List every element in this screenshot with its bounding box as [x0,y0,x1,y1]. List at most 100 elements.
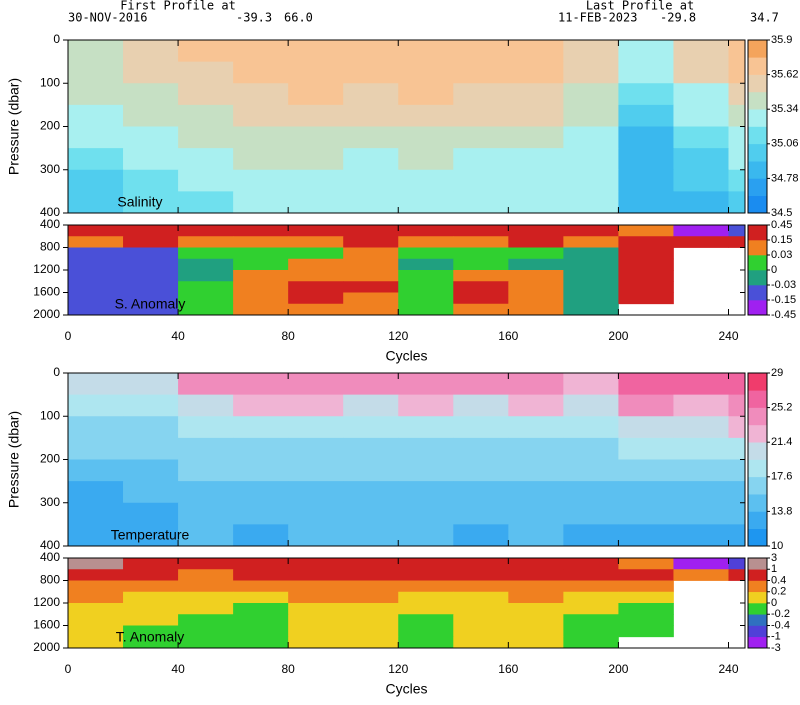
heat-cell [178,603,234,615]
heat-cell [728,373,746,396]
heat-cell [68,281,124,293]
colorbar-swatch [748,442,767,460]
heat-cell [398,169,454,192]
heat-cell [233,258,289,271]
heat-cell [453,104,509,127]
heat-cell [123,591,179,604]
heat-cell [508,258,564,271]
heat-cell [288,148,344,171]
heat-cell [123,191,179,214]
heat-cell [563,258,619,271]
heat-cell [673,558,729,570]
heat-cell [288,247,344,260]
heat-cell [673,225,729,237]
heat-cell [178,281,234,293]
heat-cell [398,394,454,417]
colorbar-tick-label: 3 [771,552,777,564]
heat-cell [178,502,234,525]
heat-cell [563,281,619,293]
heat-cell [728,169,746,192]
heat-cell [728,437,746,460]
heat-cell [508,614,564,626]
y-tick-label: 200 [40,452,60,466]
heat-cell [123,614,179,626]
heat-cell [728,558,746,570]
heat-cell [233,148,289,171]
heat-cell [453,61,509,84]
heat-cell [68,591,124,604]
heat-cell [673,148,729,171]
heat-cell [288,437,344,460]
heat-cell [728,416,746,439]
heat-cell [123,258,179,271]
heat-cell [123,569,179,581]
heat-cell [618,292,674,305]
x-tick-label: 40 [171,329,185,343]
heat-cell [618,603,674,615]
heat-cell [68,481,124,504]
y-tick-label: 400 [40,205,60,219]
x-axis-title: Cycles [385,348,427,364]
heat-cell [508,83,564,106]
heat-cell [343,191,399,214]
heat-cell [123,303,179,316]
heat-cell [123,236,179,248]
heat-cell [398,225,454,237]
heat-cell [508,247,564,260]
heat-cell [178,373,234,396]
heat-cell [68,459,124,482]
colorbar-swatch [748,161,767,179]
heat-cell [508,169,564,192]
heat-cell [398,247,454,260]
heat-cell [288,373,344,396]
heat-cell [68,247,124,260]
heat-cell [178,625,234,638]
heat-cell [453,625,509,638]
heat-cell [68,61,124,84]
heat-cell [178,292,234,305]
heat-cell [233,558,289,570]
heat-cell [398,524,454,547]
heat-cell [398,591,454,604]
colorbar-tick-label: 0.03 [771,249,792,261]
x-axis-title: Cycles [385,681,427,697]
heat-cell [233,225,289,237]
colorbar-swatch [748,91,767,110]
heat-cell [288,126,344,149]
heat-cell [563,524,619,547]
heat-cell [453,481,509,504]
heat-cell [178,569,234,581]
heat-cell [453,614,509,626]
heat-cell [563,104,619,127]
heat-cell [288,83,344,106]
heat-cell [288,61,344,84]
first-profile-lon: 66.0 [284,11,313,25]
heat-cell [123,126,179,149]
heat-cell [618,569,674,581]
heat-cell [673,569,729,581]
heat-cell [123,580,179,593]
heat-cell [343,502,399,525]
heat-cell [673,502,729,525]
panel-label: T. Anomaly [116,629,184,645]
heat-cell [68,191,124,214]
heat-cell [398,148,454,171]
heat-cell [233,126,289,149]
heat-cell [398,236,454,248]
heat-cell [453,569,509,581]
colorbar-tick-label: 1 [771,563,777,575]
heat-cell [288,191,344,214]
heat-cell [288,636,344,649]
heat-cell [453,416,509,439]
heat-cell [68,580,124,593]
heat-cell [178,148,234,171]
heat-cell [618,614,674,626]
last-profile-lon: 34.7 [750,11,779,25]
heat-cell [618,104,674,127]
heat-cell [728,61,746,84]
heat-cell [563,83,619,106]
heat-cell [508,61,564,84]
heat-cell [398,636,454,649]
heat-cell [68,394,124,417]
colorbar-swatch [748,195,767,214]
